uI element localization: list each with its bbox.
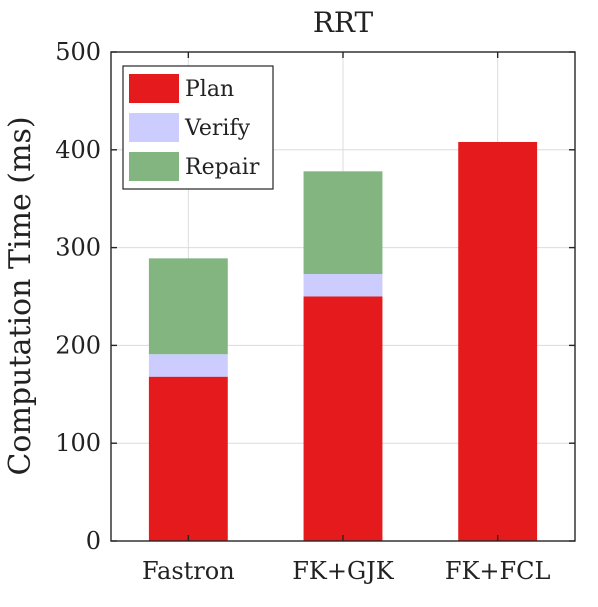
bar-segment-plan <box>303 296 383 541</box>
legend-label-plan: Plan <box>185 77 234 102</box>
legend-label-repair: Repair <box>185 155 260 180</box>
y-tick-label: 200 <box>55 331 101 359</box>
bar-segment-repair <box>303 171 383 275</box>
legend: Plan Verify Repair <box>122 65 274 190</box>
y-axis-label: Computation Time (ms) <box>3 116 38 475</box>
bar-segment-verify <box>303 274 383 297</box>
legend-swatch-verify <box>129 113 179 142</box>
x-tick-label: FK+GJK <box>292 557 394 585</box>
y-tick-label: 100 <box>55 429 101 457</box>
legend-swatch-repair <box>129 152 179 181</box>
y-tick-label: 0 <box>86 527 101 555</box>
bar-segment-repair <box>148 258 228 355</box>
legend-label-verify: Verify <box>184 116 251 141</box>
legend-swatch-plan <box>129 74 179 103</box>
y-tick-label: 400 <box>55 136 101 164</box>
y-axis-ticks: 0 100 200 300 400 500 <box>55 38 575 555</box>
x-tick-label: Fastron <box>142 557 235 585</box>
y-tick-label: 300 <box>55 234 101 262</box>
y-tick-label: 500 <box>55 38 101 66</box>
chart-title: RRT <box>313 6 374 39</box>
bar-segment-plan <box>458 141 538 541</box>
x-axis-ticks: Fastron FK+GJK FK+FCL <box>142 52 551 585</box>
bars <box>148 141 538 541</box>
x-tick-label: FK+FCL <box>445 557 551 585</box>
bar-segment-plan <box>148 376 228 541</box>
bar-segment-verify <box>148 354 228 377</box>
